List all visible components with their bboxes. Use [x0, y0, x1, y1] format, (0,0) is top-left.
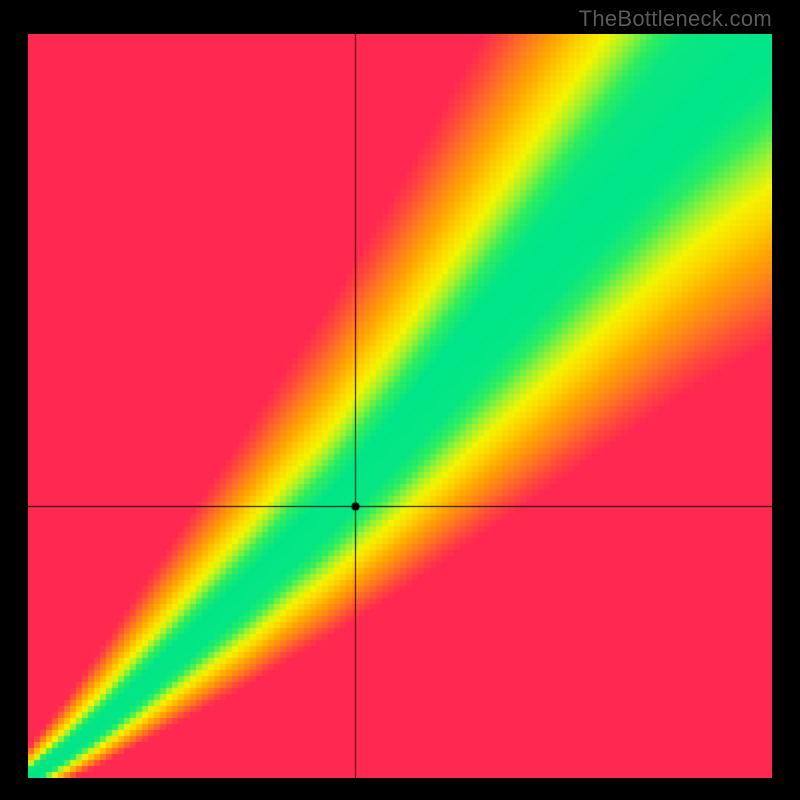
bottleneck-heatmap-chart	[28, 34, 772, 778]
chart-container: TheBottleneck.com	[0, 0, 800, 800]
watermark-text: TheBottleneck.com	[579, 6, 772, 32]
